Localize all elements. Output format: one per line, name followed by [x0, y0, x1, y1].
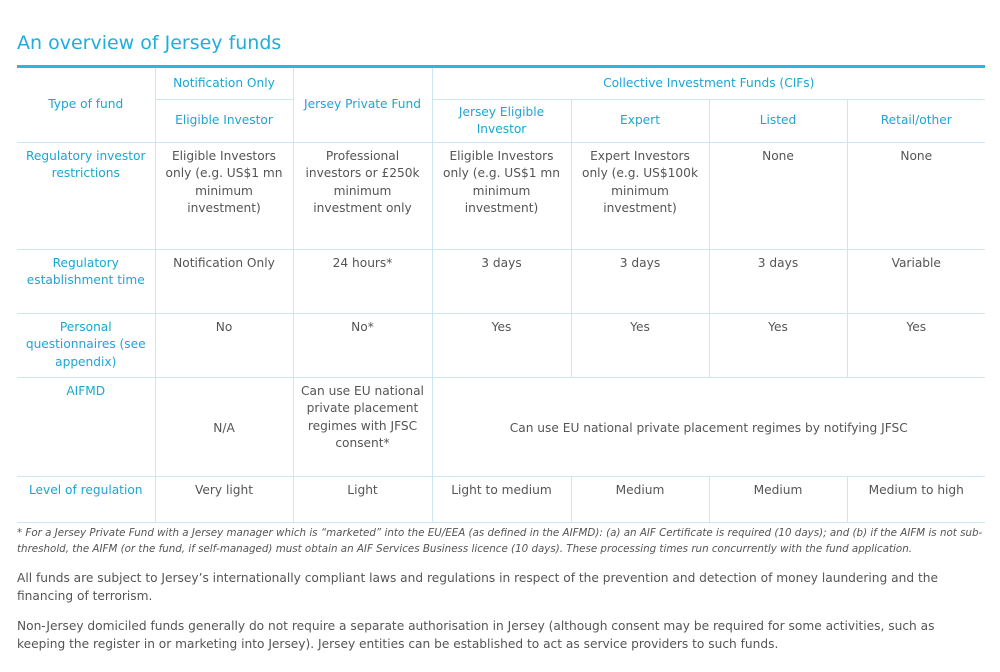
header-type-of-fund: Type of fund	[17, 66, 156, 143]
table-cell: Very light	[154, 476, 294, 523]
table-cell: Eligible Investors only (e.g. US$1 mn mi…	[431, 142, 572, 250]
jersey-funds-table: Type of fund Notification Only Jersey Pr…	[17, 65, 986, 523]
table-cell: Light	[292, 476, 433, 523]
table-cell: Can use EU national private placement re…	[431, 377, 986, 477]
table-cell: Medium	[570, 476, 710, 523]
paragraph: Non-Jersey domiciled funds generally do …	[17, 619, 935, 651]
paragraph: All funds are subject to Jersey’s intern…	[17, 571, 938, 603]
footnote: * For a Jersey Private Fund with a Jerse…	[17, 527, 983, 555]
row-label: Personal questionnaires (see appendix)	[17, 313, 156, 378]
table-cell: Light to medium	[431, 476, 572, 523]
table-cell: 3 days	[431, 249, 572, 314]
header-cif-expert: Expert	[570, 99, 710, 143]
header-cif-listed: Listed	[708, 99, 848, 143]
table-cell: 24 hours*	[292, 249, 433, 314]
table-row: Regulatory investor restrictions Eligibl…	[17, 142, 986, 250]
header-cif-retail: Retail/other	[846, 99, 986, 143]
table-cell: N/A	[154, 377, 294, 477]
header-notification-only: Notification Only	[154, 66, 294, 100]
table-cell: Yes	[708, 313, 848, 378]
header-cif-jersey-eligible-investor: Jersey Eligible Investor	[431, 99, 572, 143]
table-cell: Professional investors or £250k minimum …	[292, 142, 433, 250]
header-eligible-investor: Eligible Investor	[155, 99, 294, 143]
table-cell: No*	[292, 313, 433, 378]
table-cell: None	[708, 142, 848, 250]
table-cell: Expert Investors only (e.g. US$100k mini…	[570, 142, 710, 250]
table-row: Personal questionnaires (see appendix) N…	[17, 313, 986, 378]
table-cell: Yes	[431, 313, 572, 378]
page-title: An overview of Jersey funds	[17, 31, 282, 54]
row-label: Regulatory investor restrictions	[17, 142, 156, 250]
table-cell: Notification Only	[154, 249, 294, 314]
table-cell: Eligible Investors only (e.g. US$1 mn mi…	[154, 142, 294, 250]
table-cell: Medium to high	[846, 476, 986, 523]
row-label: Level of regulation	[17, 476, 156, 523]
table-cell: No	[154, 313, 294, 378]
table-cell: Yes	[846, 313, 986, 378]
header-jersey-private-fund: Jersey Private Fund	[292, 66, 433, 143]
row-label: AIFMD	[17, 377, 156, 477]
table-row: Level of regulation Very light Light Lig…	[17, 476, 986, 523]
table-cell: Yes	[570, 313, 710, 378]
table-cell: Variable	[846, 249, 986, 314]
table-row: Regulatory establishment time Notificati…	[17, 249, 986, 314]
table-cell: 3 days	[708, 249, 848, 314]
table-row: AIFMD N/A Can use EU national private pl…	[17, 377, 986, 477]
table-cell: Medium	[708, 476, 848, 523]
table-cell: 3 days	[570, 249, 710, 314]
header-cifs: Collective Investment Funds (CIFs)	[431, 66, 986, 100]
table-cell: None	[846, 142, 986, 250]
row-label: Regulatory establishment time	[17, 249, 156, 314]
table-cell: Can use EU national private placement re…	[292, 377, 433, 477]
